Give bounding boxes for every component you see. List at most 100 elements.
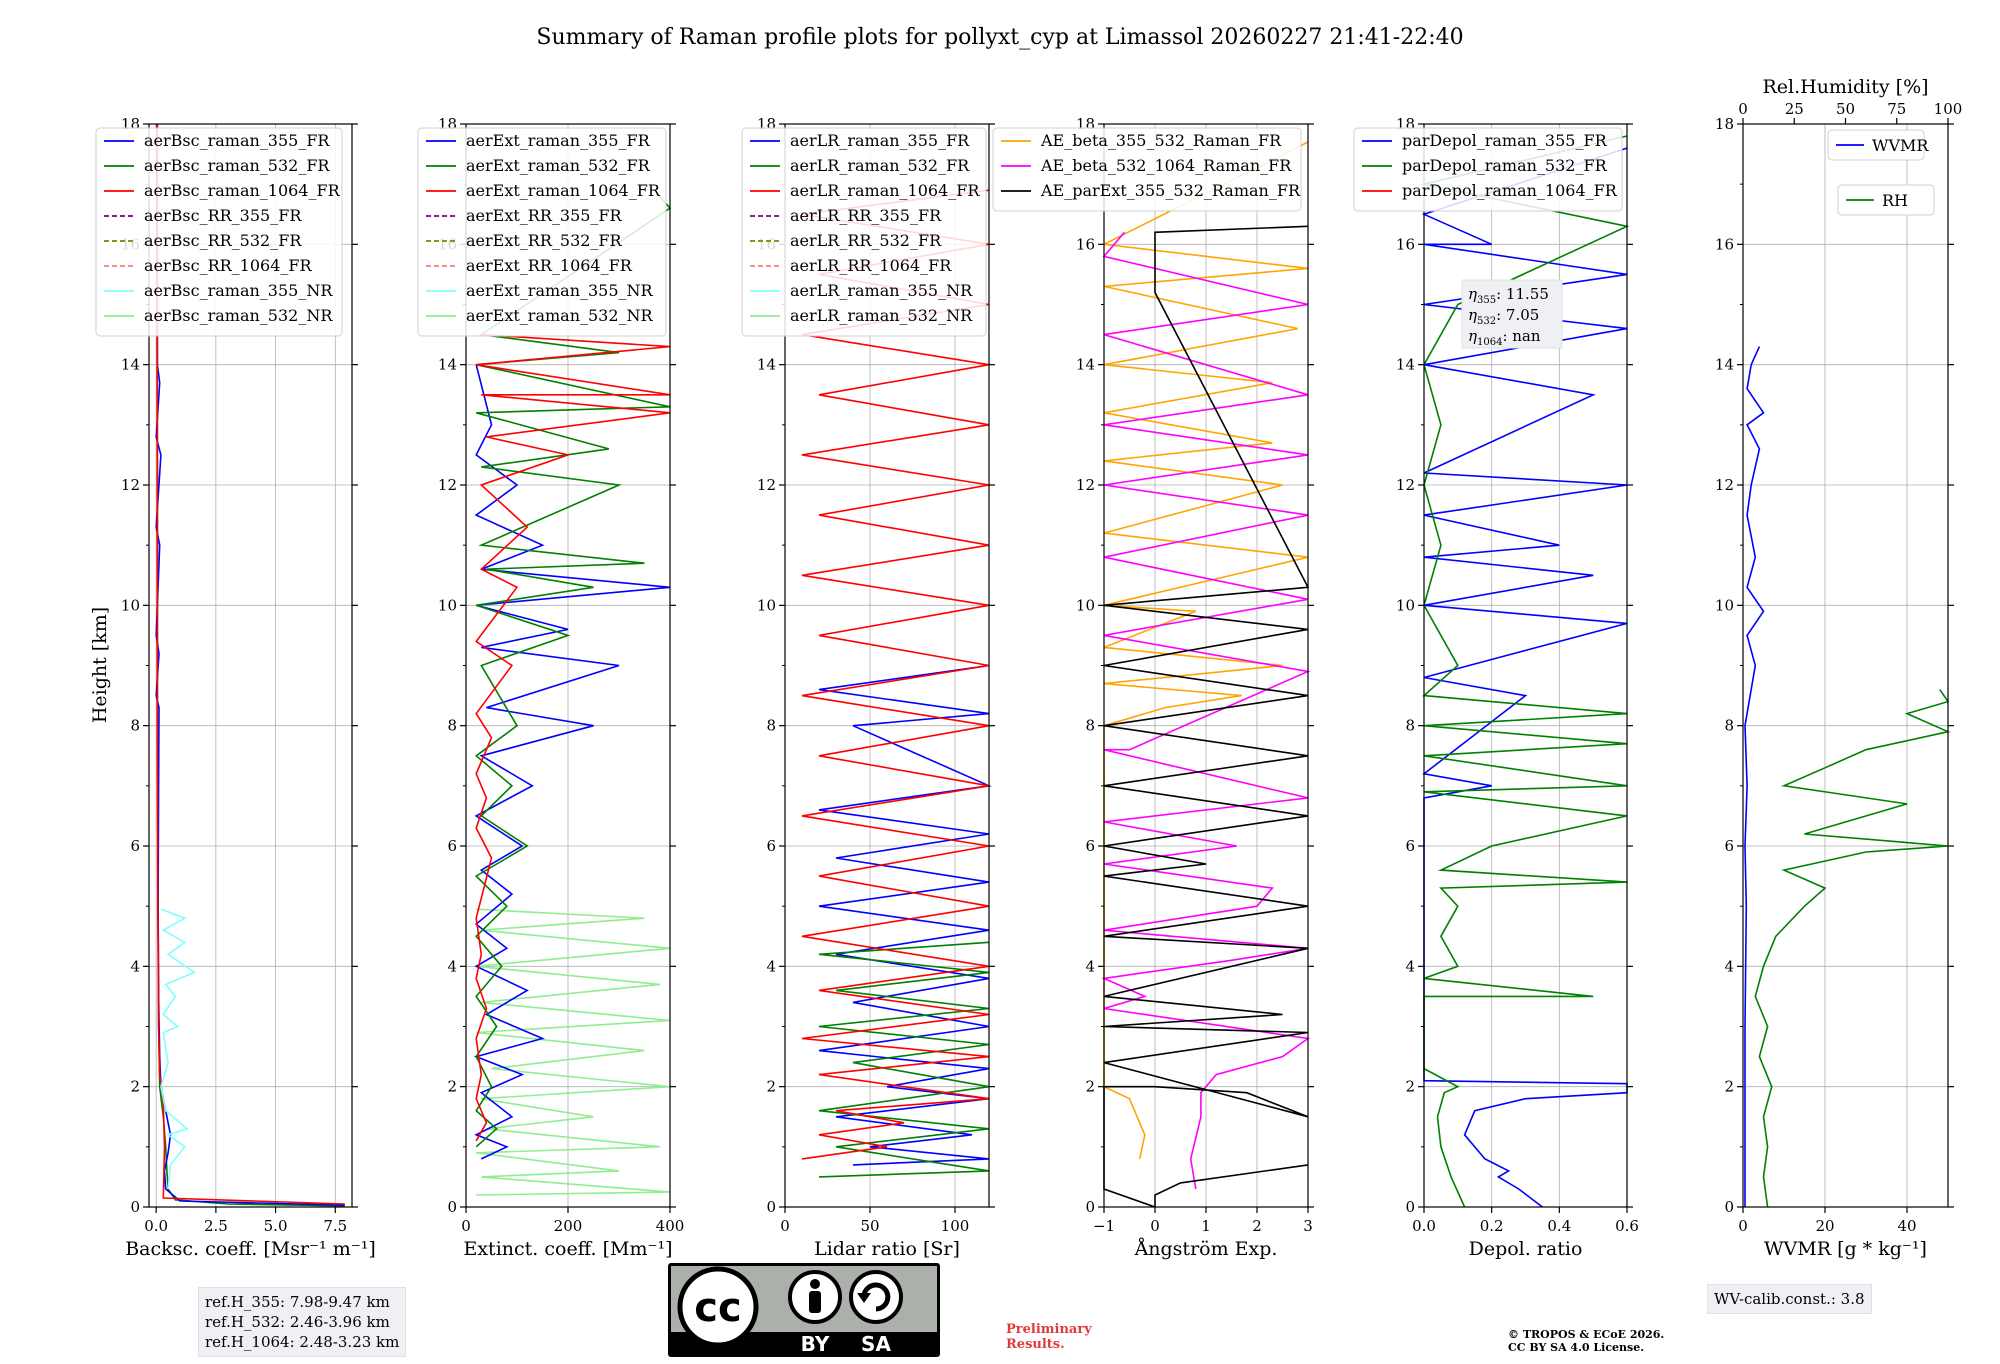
eta-annotation-355: η355: 11.55 <box>1468 285 1549 306</box>
share-alike-icon <box>849 1270 903 1324</box>
backscatter-ytick-label: 12 <box>121 476 140 494</box>
depolarization-ytick-label: 6 <box>1405 837 1415 855</box>
lidar_ratio-ytick-label: 14 <box>757 356 776 374</box>
eta-annotation-1064: η1064: nan <box>1468 327 1541 348</box>
preliminary-line-1: Preliminary <box>1006 1322 1092 1337</box>
depolarization-legend-label: parDepol_raman_532_FR <box>1402 156 1608 175</box>
wvmr-xlabel: WVMR [g * kg⁻¹] <box>1764 1238 1927 1260</box>
reference-height-box: ref.H_355: 7.98-9.47 km ref.H_532: 2.46-… <box>198 1287 407 1357</box>
wvmr-ytick-label: 6 <box>1724 837 1734 855</box>
lidar_ratio-ytick-label: 6 <box>766 837 776 855</box>
wvmr-ytick-label: 12 <box>1715 476 1734 494</box>
depolarization-ytick-label: 4 <box>1405 957 1415 975</box>
depolarization-xtick-label: 0.6 <box>1615 1217 1639 1235</box>
extinction-ytick-label: 8 <box>447 717 457 735</box>
copyright-line-1: © TROPOS & ECoE 2026. <box>1508 1328 1665 1341</box>
backscatter-series-aerBsc_raman_355_FR <box>155 124 345 1206</box>
depolarization-xtick-label: 0.0 <box>1412 1217 1436 1235</box>
lidar_ratio-ytick-label: 0 <box>766 1198 776 1216</box>
angstrom-legend-label: AE_beta_355_532_Raman_FR <box>1040 131 1282 150</box>
rh-top-tick-label: 100 <box>1934 100 1963 118</box>
extinction-series-aerExt_raman_355_FR <box>473 364 671 1160</box>
wvmr-ytick-label: 0 <box>1724 1198 1734 1216</box>
wvmr-ytick-label: 4 <box>1724 957 1734 975</box>
extinction-legend-label: aerExt_RR_1064_FR <box>466 256 633 275</box>
share-alike-arrow <box>861 1282 891 1312</box>
angstrom-ytick-label: 16 <box>1076 235 1095 253</box>
extinction-ytick-label: 14 <box>438 356 457 374</box>
extinction-ytick-label: 2 <box>447 1078 457 1096</box>
height-axis-label: Height [km] <box>89 607 111 723</box>
lidar_ratio-legend-label: aerLR_raman_355_NR <box>790 281 973 300</box>
wvmr-ytick-label: 2 <box>1724 1078 1734 1096</box>
extinction-legend-label: aerExt_raman_355_NR <box>466 281 654 300</box>
backscatter-legend-label: aerBsc_RR_532_FR <box>144 231 302 250</box>
lidar_ratio-series-aerLR_raman_532_FR <box>818 941 990 1178</box>
backscatter-xtick-label: 5.0 <box>264 1217 288 1235</box>
lidar_ratio-legend-label: aerLR_RR_355_FR <box>790 206 942 225</box>
ref-height-1064: ref.H_1064: 2.48-3.23 km <box>205 1333 400 1351</box>
wvmr-ytick-label: 8 <box>1724 717 1734 735</box>
lidar_ratio-series-aerLR_raman_1064_FR <box>801 189 990 1160</box>
figure-title: Summary of Raman profile plots for polly… <box>536 25 1463 50</box>
backscatter-legend-label: aerBsc_RR_355_FR <box>144 206 302 225</box>
backscatter-ytick-label: 8 <box>130 717 140 735</box>
cc-circle-icon <box>677 1266 759 1348</box>
depolarization-ytick-label: 12 <box>1396 476 1415 494</box>
lidar_ratio-ytick-label: 8 <box>766 717 776 735</box>
angstrom-ytick-label: 0 <box>1085 1198 1095 1216</box>
rh-axis-label: Rel.Humidity [%] <box>1762 76 1928 98</box>
sa-label: SA <box>861 1332 891 1356</box>
angstrom-xtick-label: 0 <box>1150 1217 1160 1235</box>
lidar_ratio-legend-label: aerLR_raman_532_NR <box>790 306 973 325</box>
rh-top-tick-label: 50 <box>1836 100 1855 118</box>
backscatter-xtick-label: 2.5 <box>204 1217 228 1235</box>
extinction-series-aerExt_raman_1064_FR <box>475 333 671 1142</box>
by-label: BY <box>801 1332 830 1356</box>
wvmr-xtick-label: 0 <box>1738 1217 1748 1235</box>
lidar_ratio-legend-label: aerLR_RR_532_FR <box>790 231 942 250</box>
depolarization-xtick-label: 0.2 <box>1480 1217 1504 1235</box>
wvmr-ytick-label: 10 <box>1715 596 1734 614</box>
extinction-legend-label: aerExt_raman_1064_FR <box>466 181 661 200</box>
lidar_ratio-xtick-label: 50 <box>860 1217 879 1235</box>
wvmr-ytick-label: 16 <box>1715 235 1734 253</box>
extinction-legend-label: aerExt_raman_532_FR <box>466 156 651 175</box>
copyright-notice: © TROPOS & ECoE 2026. CC BY SA 4.0 Licen… <box>1508 1328 1664 1354</box>
lidar_ratio-ytick-label: 2 <box>766 1078 776 1096</box>
depolarization-xtick-label: 0.4 <box>1547 1217 1571 1235</box>
ref-height-355: ref.H_355: 7.98-9.47 km <box>205 1293 390 1311</box>
lidar_ratio-ytick-label: 12 <box>757 476 776 494</box>
backscatter-legend-label: aerBsc_RR_1064_FR <box>144 256 313 275</box>
depolarization-xlabel: Depol. ratio <box>1469 1238 1583 1260</box>
lidar_ratio-legend-label: aerLR_raman_355_FR <box>790 131 970 150</box>
extinction-legend-label: aerExt_raman_532_NR <box>466 306 654 325</box>
extinction-legend-label: aerExt_RR_355_FR <box>466 206 623 225</box>
wv-calibration-constant: WV-calib.const.: 3.8 <box>1714 1290 1865 1308</box>
depolarization-ytick-label: 14 <box>1396 356 1415 374</box>
backscatter-series-aerBsc_raman_355_NR <box>160 908 197 1190</box>
rh-top-tick-label: 75 <box>1887 100 1906 118</box>
lidar_ratio-legend-label: aerLR_raman_1064_FR <box>790 181 980 200</box>
preliminary-notice: Preliminary Results. <box>1006 1322 1092 1352</box>
eta-annotation-box <box>1461 279 1563 349</box>
angstrom-ytick-label: 4 <box>1085 957 1095 975</box>
angstrom-ytick-label: 12 <box>1076 476 1095 494</box>
angstrom-xtick-label: 1 <box>1201 1217 1211 1235</box>
extinction-ytick-label: 6 <box>447 837 457 855</box>
backscatter-ytick-label: 4 <box>130 957 140 975</box>
angstrom-ytick-label: 6 <box>1085 837 1095 855</box>
wvmr-xtick-label: 40 <box>1897 1217 1916 1235</box>
preliminary-line-2: Results. <box>1006 1337 1065 1352</box>
wvmr-series-WVMR <box>1744 346 1765 1207</box>
lidar_ratio-legend-label: aerLR_RR_1064_FR <box>790 256 952 275</box>
angstrom-series-AE_beta_532_1064_Raman_FR <box>1101 231 1311 1190</box>
lidar_ratio-legend-label: aerLR_raman_532_FR <box>790 156 970 175</box>
wvmr-legend-box <box>1837 184 1935 216</box>
extinction-legend-label: aerExt_raman_355_FR <box>466 131 651 150</box>
attribution-body <box>809 1291 821 1313</box>
extinction-xlabel: Extinct. coeff. [Mm⁻¹] <box>463 1238 672 1260</box>
backscatter-ytick-label: 10 <box>121 596 140 614</box>
